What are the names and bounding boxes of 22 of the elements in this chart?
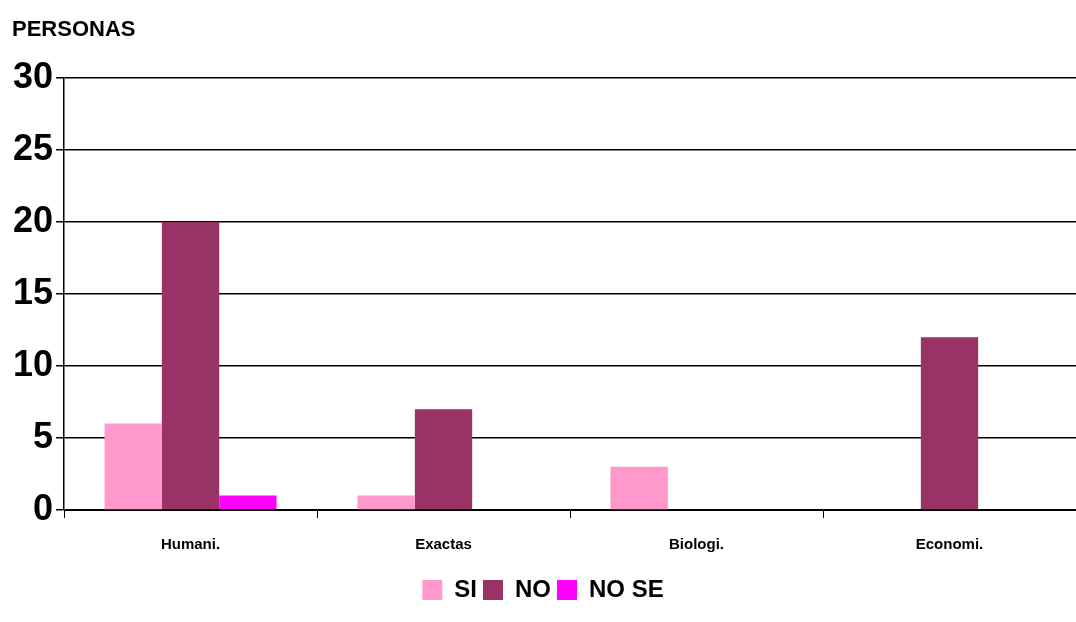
legend-label: SI <box>454 574 478 602</box>
x-tick-label: Humani. <box>160 535 221 553</box>
y-tick-label: 10 <box>13 342 54 384</box>
y-tick-label: 5 <box>33 414 54 456</box>
y-tick-label: 20 <box>13 198 54 240</box>
y-tick-label: 25 <box>13 126 54 168</box>
x-tick-label: Exactas <box>415 535 472 553</box>
y-tick-label: 30 <box>13 54 54 96</box>
bar <box>357 495 415 510</box>
legend-label: NO SE <box>589 574 664 602</box>
bar <box>610 466 668 510</box>
x-tick-label: Biologi. <box>669 535 725 553</box>
legend-label: NO <box>515 574 551 602</box>
bar <box>920 337 979 510</box>
y-tick-label: 15 <box>13 270 54 312</box>
bar <box>219 495 277 510</box>
y-axis-title: PERSONAS <box>12 16 136 42</box>
bar <box>161 222 220 510</box>
x-tick-label: Economi. <box>915 535 984 553</box>
bar <box>414 409 473 510</box>
y-tick-label: 0 <box>33 486 54 528</box>
bar <box>104 423 162 510</box>
